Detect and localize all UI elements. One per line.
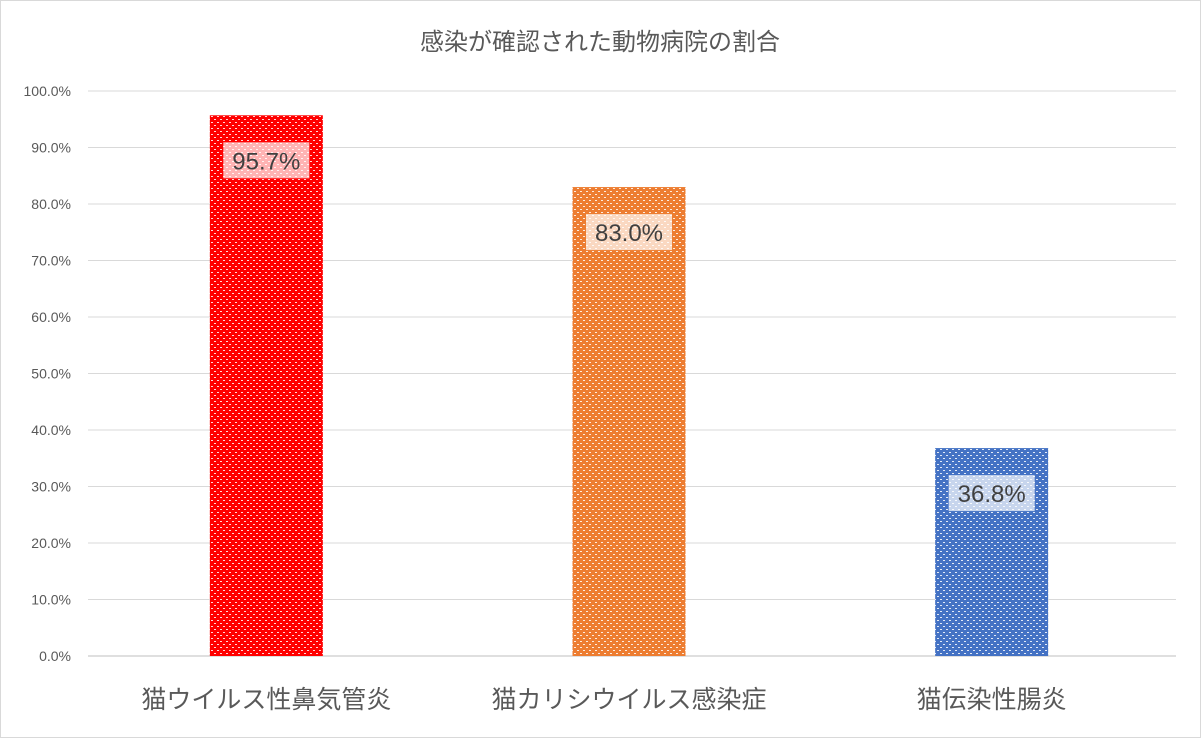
y-tick-label: 40.0% xyxy=(31,422,71,438)
chart-title: 感染が確認された動物病院の割合 xyxy=(420,28,780,56)
y-tick-label: 100.0% xyxy=(24,83,71,99)
data-label: 83.0% xyxy=(595,220,663,247)
y-tick-label: 90.0% xyxy=(31,140,71,156)
data-label-background xyxy=(223,142,310,179)
data-label: 95.7% xyxy=(232,148,300,175)
y-tick-label: 70.0% xyxy=(31,253,71,269)
x-tick-label: 猫ウイルス性鼻気管炎 xyxy=(141,685,391,714)
data-label-background xyxy=(586,214,672,251)
data-labels: 95.7% 83.0% 36.8% xyxy=(223,142,1035,512)
y-tick-label: 60.0% xyxy=(31,309,71,325)
bar xyxy=(572,187,686,657)
y-tick-label: 0.0% xyxy=(39,648,71,664)
x-tick-label: 猫カリシウイルス感染症 xyxy=(491,685,766,714)
x-axis-ticks: 猫ウイルス性鼻気管炎 猫カリシウイルス感染症 猫伝染性腸炎 xyxy=(141,685,1066,714)
x-tick-label: 猫伝染性腸炎 xyxy=(917,685,1067,714)
y-tick-label: 10.0% xyxy=(31,592,71,608)
data-label-background xyxy=(948,475,1035,512)
y-tick-label: 50.0% xyxy=(31,366,71,382)
y-tick-label: 20.0% xyxy=(31,535,71,551)
bar xyxy=(209,115,323,657)
y-tick-label: 30.0% xyxy=(31,479,71,495)
bars xyxy=(209,115,1049,657)
y-axis-ticks: 0.0% 10.0% 20.0% 30.0% 40.0% 50.0% 60.0% 70.0% 8… xyxy=(24,83,71,664)
data-label: 36.8% xyxy=(958,481,1026,508)
y-tick-label: 80.0% xyxy=(31,196,71,212)
